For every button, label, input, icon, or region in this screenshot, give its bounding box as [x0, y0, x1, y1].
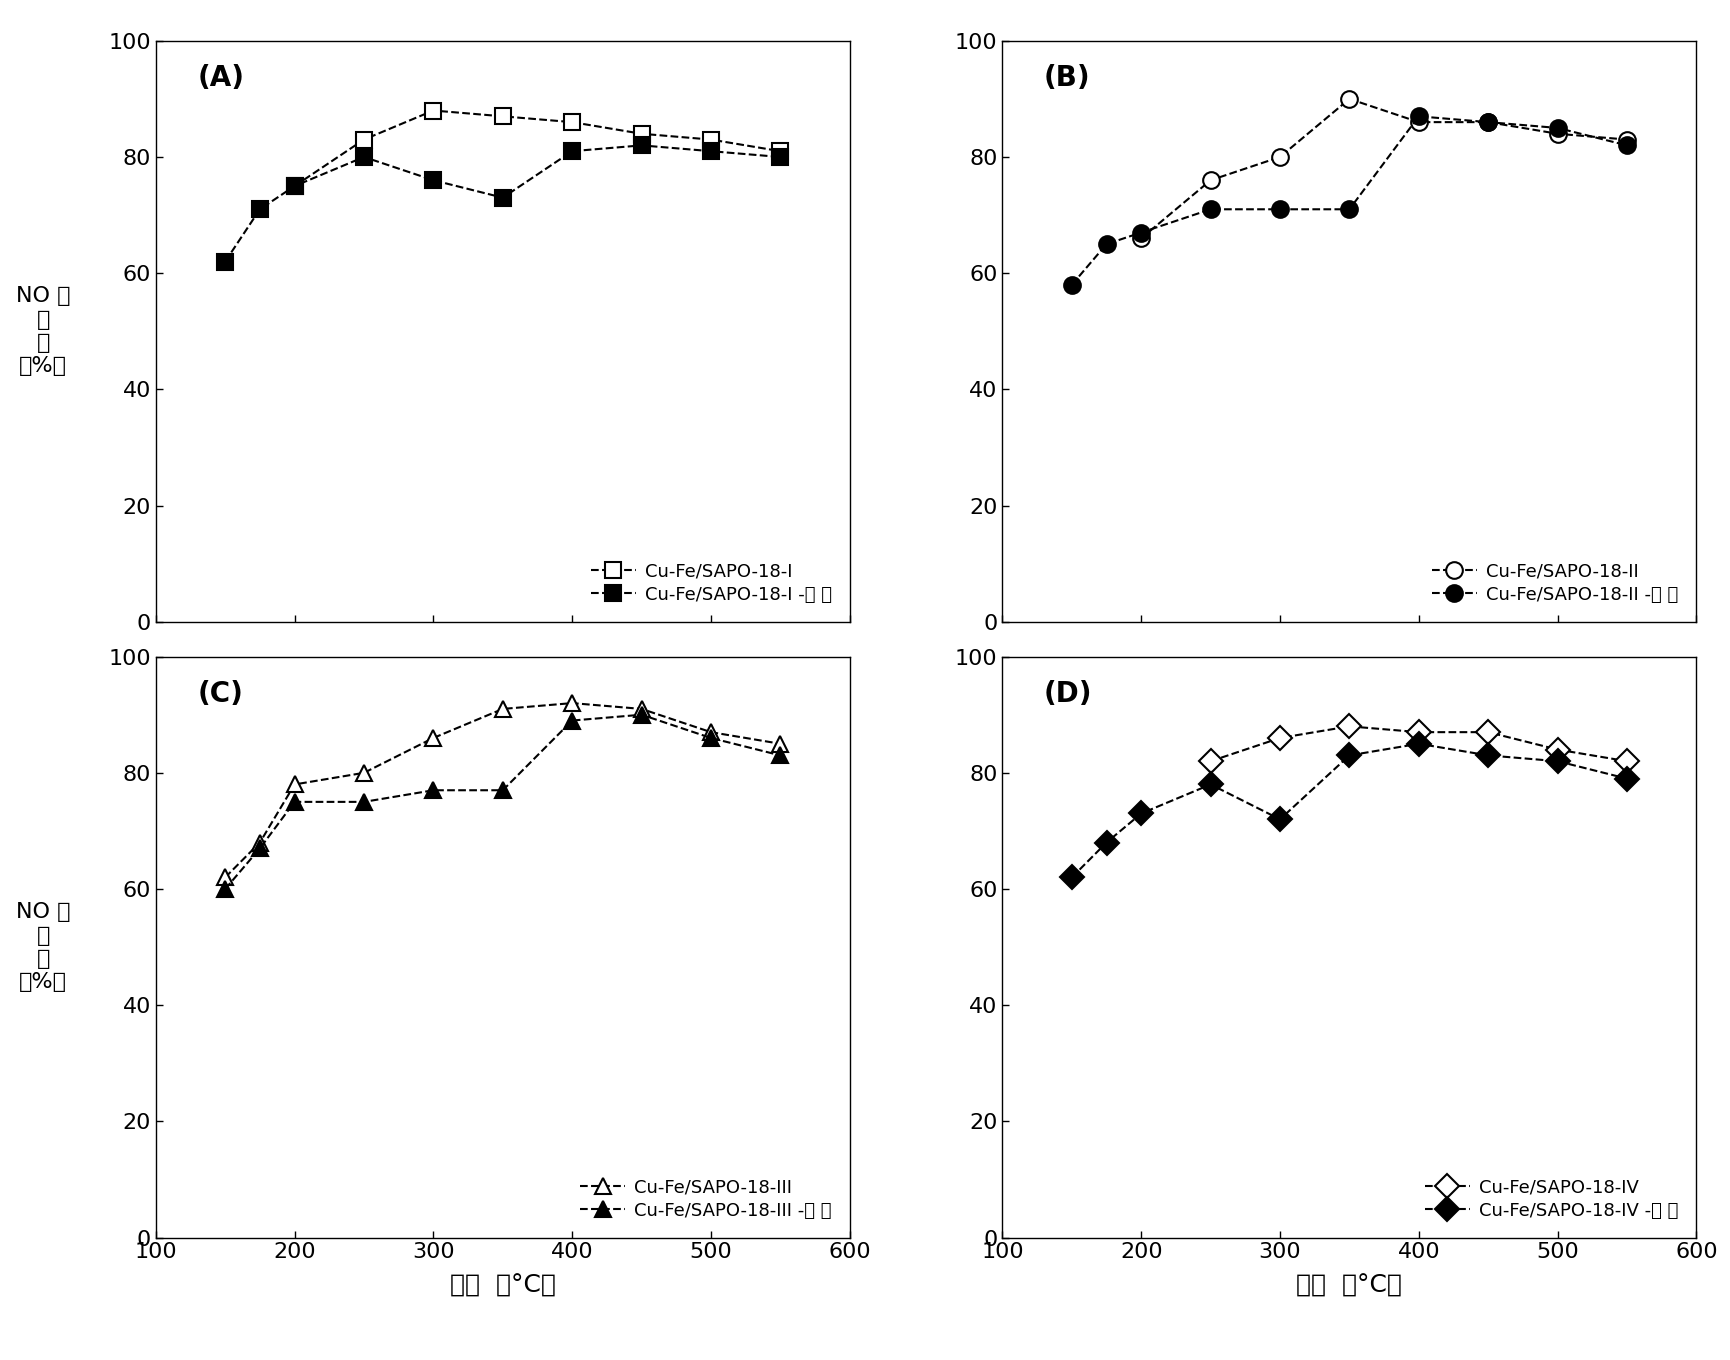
Text: NO 转
化
率
（%）: NO 转 化 率 （%）: [16, 902, 71, 991]
Line: Cu-Fe/SAPO-18-III: Cu-Fe/SAPO-18-III: [216, 695, 789, 885]
Cu-Fe/SAPO-18-I -丙 稝: [353, 148, 374, 165]
Legend: Cu-Fe/SAPO-18-I, Cu-Fe/SAPO-18-I -丙 稝: Cu-Fe/SAPO-18-I, Cu-Fe/SAPO-18-I -丙 稝: [581, 554, 841, 613]
Text: NO 转
化
率
（%）: NO 转 化 率 （%）: [16, 287, 71, 377]
Cu-Fe/SAPO-18-III: [701, 724, 721, 740]
Cu-Fe/SAPO-18-IV -丙 稝: [1060, 869, 1081, 885]
X-axis label: 温度  （°C）: 温度 （°C）: [450, 1273, 555, 1297]
Cu-Fe/SAPO-18-III -丙 稝: [353, 794, 374, 811]
Cu-Fe/SAPO-18-III: [491, 700, 512, 717]
Cu-Fe/SAPO-18-IV -丙 稝: [1199, 777, 1220, 793]
Line: Cu-Fe/SAPO-18-III -丙 稝: Cu-Fe/SAPO-18-III -丙 稝: [216, 706, 789, 898]
Cu-Fe/SAPO-18-III -丙 稝: [215, 881, 235, 898]
Cu-Fe/SAPO-18-II -丙 稝: [1268, 201, 1289, 218]
Cu-Fe/SAPO-18-II -丙 稝: [1095, 237, 1116, 253]
Cu-Fe/SAPO-18-III -丙 稝: [422, 782, 443, 798]
Legend: Cu-Fe/SAPO-18-III, Cu-Fe/SAPO-18-III -丙 稝: Cu-Fe/SAPO-18-III, Cu-Fe/SAPO-18-III -丙 …: [571, 1170, 841, 1228]
Text: (D): (D): [1043, 680, 1092, 707]
Cu-Fe/SAPO-18-I: [284, 178, 304, 194]
Cu-Fe/SAPO-18-IV -丙 稝: [1130, 805, 1150, 821]
Cu-Fe/SAPO-18-III -丙 稝: [284, 794, 304, 811]
Cu-Fe/SAPO-18-IV -丙 稝: [1477, 747, 1498, 763]
Cu-Fe/SAPO-18-IV: [1339, 718, 1360, 734]
Cu-Fe/SAPO-18-I: [491, 109, 512, 125]
Cu-Fe/SAPO-18-II: [1339, 91, 1360, 107]
Line: Cu-Fe/SAPO-18-II -丙 稝: Cu-Fe/SAPO-18-II -丙 稝: [1062, 107, 1635, 294]
Cu-Fe/SAPO-18-III: [770, 736, 791, 752]
X-axis label: 温度  （°C）: 温度 （°C）: [1296, 1273, 1401, 1297]
Cu-Fe/SAPO-18-III: [215, 869, 235, 885]
Cu-Fe/SAPO-18-III: [249, 835, 270, 851]
Cu-Fe/SAPO-18-II: [1268, 148, 1289, 165]
Cu-Fe/SAPO-18-IV: [1408, 724, 1429, 740]
Cu-Fe/SAPO-18-III -丙 稝: [249, 840, 270, 857]
Cu-Fe/SAPO-18-IV: [1616, 753, 1637, 770]
Cu-Fe/SAPO-18-II: [1616, 132, 1637, 148]
Cu-Fe/SAPO-18-IV -丙 稝: [1095, 835, 1116, 851]
Cu-Fe/SAPO-18-II: [1477, 114, 1498, 131]
Cu-Fe/SAPO-18-II: [1547, 125, 1567, 141]
Cu-Fe/SAPO-18-I -丙 稝: [284, 178, 304, 194]
Legend: Cu-Fe/SAPO-18-IV, Cu-Fe/SAPO-18-IV -丙 稝: Cu-Fe/SAPO-18-IV, Cu-Fe/SAPO-18-IV -丙 稝: [1415, 1170, 1687, 1228]
Cu-Fe/SAPO-18-IV -丙 稝: [1547, 753, 1567, 770]
Cu-Fe/SAPO-18-II -丙 稝: [1060, 276, 1081, 292]
Cu-Fe/SAPO-18-IV: [1547, 741, 1567, 758]
Cu-Fe/SAPO-18-I -丙 稝: [701, 143, 721, 159]
Cu-Fe/SAPO-18-II -丙 稝: [1477, 114, 1498, 131]
Legend: Cu-Fe/SAPO-18-II, Cu-Fe/SAPO-18-II -丙 稝: Cu-Fe/SAPO-18-II, Cu-Fe/SAPO-18-II -丙 稝: [1422, 554, 1687, 613]
Cu-Fe/SAPO-18-IV: [1477, 724, 1498, 740]
Line: Cu-Fe/SAPO-18-I: Cu-Fe/SAPO-18-I: [285, 102, 789, 194]
Cu-Fe/SAPO-18-I: [701, 132, 721, 148]
Cu-Fe/SAPO-18-IV: [1199, 753, 1220, 770]
Cu-Fe/SAPO-18-I: [631, 125, 652, 141]
Cu-Fe/SAPO-18-II -丙 稝: [1199, 201, 1220, 218]
Cu-Fe/SAPO-18-IV -丙 稝: [1616, 771, 1637, 787]
Cu-Fe/SAPO-18-I: [422, 102, 443, 118]
Cu-Fe/SAPO-18-I: [353, 132, 374, 148]
Cu-Fe/SAPO-18-III -丙 稝: [491, 782, 512, 798]
Cu-Fe/SAPO-18-II: [1130, 230, 1150, 246]
Cu-Fe/SAPO-18-II -丙 稝: [1339, 201, 1360, 218]
Cu-Fe/SAPO-18-III: [631, 700, 652, 717]
Cu-Fe/SAPO-18-III -丙 稝: [701, 730, 721, 747]
Cu-Fe/SAPO-18-II: [1199, 173, 1220, 189]
Cu-Fe/SAPO-18-III -丙 稝: [562, 713, 583, 729]
Cu-Fe/SAPO-18-II -丙 稝: [1408, 109, 1429, 125]
Cu-Fe/SAPO-18-I -丙 稝: [422, 173, 443, 189]
Line: Cu-Fe/SAPO-18-I -丙 稝: Cu-Fe/SAPO-18-I -丙 稝: [216, 137, 789, 269]
Cu-Fe/SAPO-18-I -丙 稝: [215, 253, 235, 269]
Cu-Fe/SAPO-18-I -丙 稝: [770, 148, 791, 165]
Cu-Fe/SAPO-18-III: [562, 695, 583, 711]
Cu-Fe/SAPO-18-III -丙 稝: [631, 707, 652, 724]
Cu-Fe/SAPO-18-III: [284, 777, 304, 793]
Cu-Fe/SAPO-18-II -丙 稝: [1547, 120, 1567, 136]
Cu-Fe/SAPO-18-II -丙 稝: [1616, 137, 1637, 154]
Cu-Fe/SAPO-18-I -丙 稝: [491, 189, 512, 205]
Text: (A): (A): [197, 64, 244, 92]
Cu-Fe/SAPO-18-I -丙 稝: [249, 201, 270, 218]
Cu-Fe/SAPO-18-I -丙 稝: [631, 137, 652, 154]
Cu-Fe/SAPO-18-I -丙 稝: [562, 143, 583, 159]
Cu-Fe/SAPO-18-IV: [1268, 730, 1289, 747]
Cu-Fe/SAPO-18-II -丙 稝: [1130, 224, 1150, 241]
Cu-Fe/SAPO-18-I: [770, 143, 791, 159]
Cu-Fe/SAPO-18-IV -丙 稝: [1339, 747, 1360, 763]
Cu-Fe/SAPO-18-III: [422, 730, 443, 747]
Cu-Fe/SAPO-18-I: [562, 114, 583, 131]
Cu-Fe/SAPO-18-IV -丙 稝: [1268, 811, 1289, 827]
Line: Cu-Fe/SAPO-18-II: Cu-Fe/SAPO-18-II: [1131, 91, 1635, 246]
Cu-Fe/SAPO-18-II: [1408, 114, 1429, 131]
Cu-Fe/SAPO-18-IV -丙 稝: [1408, 736, 1429, 752]
Cu-Fe/SAPO-18-III: [353, 764, 374, 781]
Text: (B): (B): [1043, 64, 1090, 92]
Line: Cu-Fe/SAPO-18-IV -丙 稝: Cu-Fe/SAPO-18-IV -丙 稝: [1062, 736, 1635, 885]
Cu-Fe/SAPO-18-III -丙 稝: [770, 747, 791, 763]
Line: Cu-Fe/SAPO-18-IV: Cu-Fe/SAPO-18-IV: [1202, 718, 1635, 770]
Text: (C): (C): [197, 680, 244, 707]
